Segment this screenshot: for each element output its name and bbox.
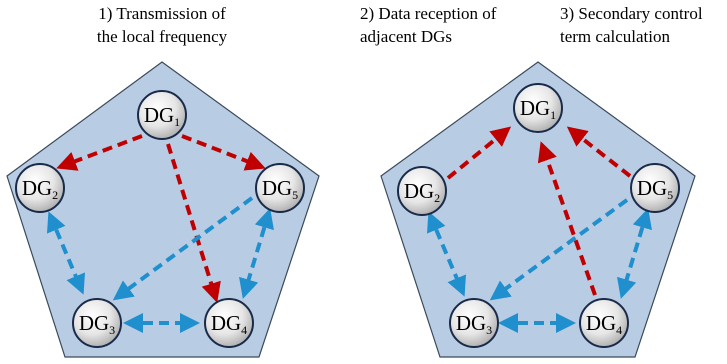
- right-red-edge-dg2-dg1: [446, 126, 512, 180]
- svg-text:DG5: DG5: [262, 176, 298, 202]
- svg-text:DG4: DG4: [211, 311, 247, 337]
- svg-text:DG3: DG3: [79, 311, 115, 337]
- node-subscript: 1: [550, 108, 556, 122]
- right-node-dg1: DG1: [513, 83, 563, 133]
- left-node-dg2: DG2: [15, 163, 65, 213]
- left-node-dg4: DG4: [204, 298, 254, 348]
- right-diagram: DG1 DG2 DG3 DG4 DG5: [380, 61, 696, 358]
- node-subscript: 3: [109, 323, 115, 337]
- node-subscript: 5: [292, 188, 298, 202]
- right-node-dg4: DG4: [579, 298, 629, 348]
- node-prefix: DG: [404, 179, 434, 203]
- right-red-edge-dg5-dg1: [566, 126, 632, 178]
- caption-step3-line2: term calculation: [560, 27, 670, 46]
- right-blue-edge-dg5-dg3: [489, 198, 629, 301]
- right-node-dg2: DG2: [397, 166, 447, 216]
- node-prefix: DG: [637, 176, 667, 200]
- svg-text:DG4: DG4: [586, 311, 622, 337]
- node-prefix: DG: [262, 176, 292, 200]
- svg-text:DG5: DG5: [637, 176, 673, 202]
- right-blue-edge-dg2-dg3: [427, 211, 466, 297]
- node-prefix: DG: [211, 311, 241, 335]
- right-node-dg3: DG3: [449, 298, 499, 348]
- left-blue-edge-dg4-dg5: [239, 208, 274, 299]
- node-subscript: 4: [616, 323, 622, 337]
- node-subscript: 3: [486, 323, 492, 337]
- left-node-dg3: DG3: [72, 298, 122, 348]
- left-red-edge-dg1-dg4: [166, 143, 221, 303]
- caption-step2-line2: adjacent DGs: [360, 27, 452, 46]
- svg-text:DG1: DG1: [144, 103, 180, 129]
- node-subscript: 4: [241, 323, 247, 337]
- node-prefix: DG: [22, 176, 52, 200]
- node-subscript: 2: [52, 188, 58, 202]
- svg-text:DG1: DG1: [520, 96, 556, 122]
- left-red-edge-dg1-dg5: [181, 134, 266, 171]
- caption-step1-line2: the local frequency: [97, 27, 228, 46]
- right-blue-edge-dg4-dg5: [617, 208, 652, 299]
- caption-step1-line1: 1) Transmission of: [98, 4, 226, 23]
- left-node-dg1: DG1: [137, 90, 187, 140]
- svg-text:DG2: DG2: [404, 179, 440, 205]
- caption-step2-line1: 2) Data reception of: [360, 4, 497, 23]
- node-subscript: 5: [667, 188, 673, 202]
- left-blue-edge-dg5-dg3: [112, 196, 254, 301]
- node-subscript: 1: [174, 115, 180, 129]
- left-diagram: DG1 DG2 DG3 DG4 DG5: [6, 61, 320, 358]
- right-node-dg5: DG5: [630, 163, 680, 213]
- left-node-dg5: DG5: [255, 163, 305, 213]
- caption-step3-line1: 3) Secondary control: [560, 4, 703, 23]
- node-prefix: DG: [520, 96, 550, 120]
- left-blue-edge-dg2-dg3: [46, 211, 86, 295]
- node-subscript: 2: [434, 191, 440, 205]
- right-red-edge-dg4-dg1: [537, 141, 597, 296]
- svg-text:DG2: DG2: [22, 176, 58, 202]
- left-red-edge-dg1-dg2: [56, 134, 143, 171]
- node-prefix: DG: [586, 311, 616, 335]
- svg-text:DG3: DG3: [456, 311, 492, 337]
- node-prefix: DG: [144, 103, 174, 127]
- node-prefix: DG: [79, 311, 109, 335]
- node-prefix: DG: [456, 311, 486, 335]
